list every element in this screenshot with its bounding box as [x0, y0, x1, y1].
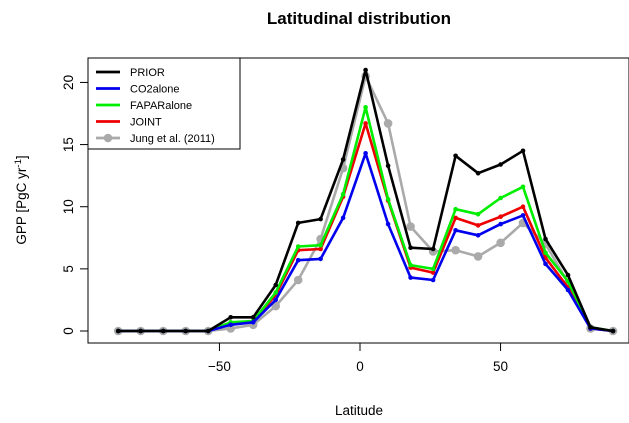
data-point — [318, 256, 323, 262]
data-point — [250, 315, 256, 320]
data-point — [115, 328, 121, 334]
data-point — [498, 214, 503, 219]
data-point — [250, 320, 256, 325]
legend-marker — [103, 133, 113, 143]
data-point — [295, 244, 301, 249]
data-point — [273, 282, 279, 288]
data-point — [498, 221, 503, 227]
data-point — [543, 250, 548, 255]
data-point — [271, 301, 281, 311]
data-point — [588, 325, 593, 330]
series-co2alone — [115, 151, 616, 334]
data-point — [363, 105, 368, 110]
data-point — [408, 262, 413, 268]
data-point — [430, 270, 436, 275]
data-point — [138, 328, 143, 334]
legend-label: Jung et al. (2011) — [130, 133, 215, 145]
data-point — [565, 272, 571, 278]
data-point — [385, 197, 391, 202]
y-tick-label: 20 — [61, 75, 76, 90]
data-point — [318, 216, 323, 222]
y-axis-label-end: ] — [14, 155, 29, 159]
data-point — [475, 211, 481, 217]
y-tick-label: 15 — [61, 137, 76, 152]
data-point — [318, 246, 323, 252]
data-point — [363, 121, 368, 126]
data-point — [183, 328, 188, 334]
data-point — [543, 236, 548, 242]
x-tick-label: −50 — [208, 359, 231, 374]
data-point — [383, 119, 393, 128]
data-point — [340, 157, 346, 162]
y-axis-label: GPP [PgC yr-1] — [13, 155, 30, 244]
data-point — [430, 246, 436, 252]
y-tick-label: 10 — [61, 199, 76, 214]
y-axis-label-main: GPP [PgC yr — [14, 167, 29, 245]
x-axis-label: Latitude — [335, 403, 383, 418]
data-point — [385, 221, 391, 227]
data-point — [453, 215, 458, 221]
data-point — [318, 242, 323, 248]
data-point — [205, 328, 211, 334]
legend-label: PRIOR — [130, 67, 165, 79]
legend-label: JOINT — [130, 117, 162, 129]
data-point — [473, 252, 483, 261]
x-axis: −50 0 50 — [208, 342, 508, 374]
data-point — [430, 266, 436, 272]
data-point — [520, 148, 526, 154]
chart-title: Latitudinal distribution — [267, 9, 451, 28]
data-point — [408, 275, 413, 280]
data-point — [520, 184, 526, 190]
data-point — [406, 222, 415, 231]
data-point — [273, 297, 279, 303]
data-point — [408, 245, 413, 250]
y-tick-label: 0 — [61, 327, 76, 335]
legend: PRIOR CO2alone FAPARalone JOINT Jung et al. … — [87, 57, 241, 150]
data-point — [160, 328, 166, 334]
data-point — [363, 151, 368, 156]
data-point — [453, 206, 458, 212]
data-point — [498, 195, 503, 201]
data-point — [228, 322, 233, 328]
data-point — [453, 153, 458, 159]
data-point — [520, 213, 526, 218]
data-point — [385, 163, 391, 168]
data-point — [295, 257, 301, 263]
data-point — [295, 220, 301, 226]
data-point — [363, 67, 368, 73]
data-point — [430, 277, 436, 283]
data-point — [273, 290, 279, 295]
y-tick-label: 5 — [61, 265, 76, 273]
data-point — [565, 287, 571, 293]
data-point — [340, 215, 346, 221]
data-point — [475, 233, 481, 238]
series-prior — [115, 67, 616, 334]
x-tick-label: 50 — [493, 359, 508, 374]
series-layer — [113, 67, 618, 336]
data-point — [451, 245, 460, 255]
legend-label: CO2alone — [130, 84, 180, 96]
legend-label: FAPARalone — [130, 100, 192, 112]
data-point — [475, 170, 481, 176]
legend-items: PRIOR CO2alone FAPARalone JOINT Jung et al. … — [96, 67, 215, 145]
data-point — [453, 228, 458, 233]
data-point — [228, 315, 233, 320]
data-point — [496, 238, 505, 248]
data-point — [293, 275, 303, 285]
y-axis: 0 5 10 15 20 — [61, 75, 89, 335]
data-point — [520, 204, 526, 209]
data-point — [543, 261, 548, 267]
y-axis-label-exponent: -1 — [13, 159, 24, 167]
data-point — [498, 162, 503, 167]
data-point — [610, 328, 616, 334]
data-point — [475, 223, 481, 228]
x-tick-label: 0 — [356, 359, 364, 374]
data-point — [340, 192, 346, 197]
